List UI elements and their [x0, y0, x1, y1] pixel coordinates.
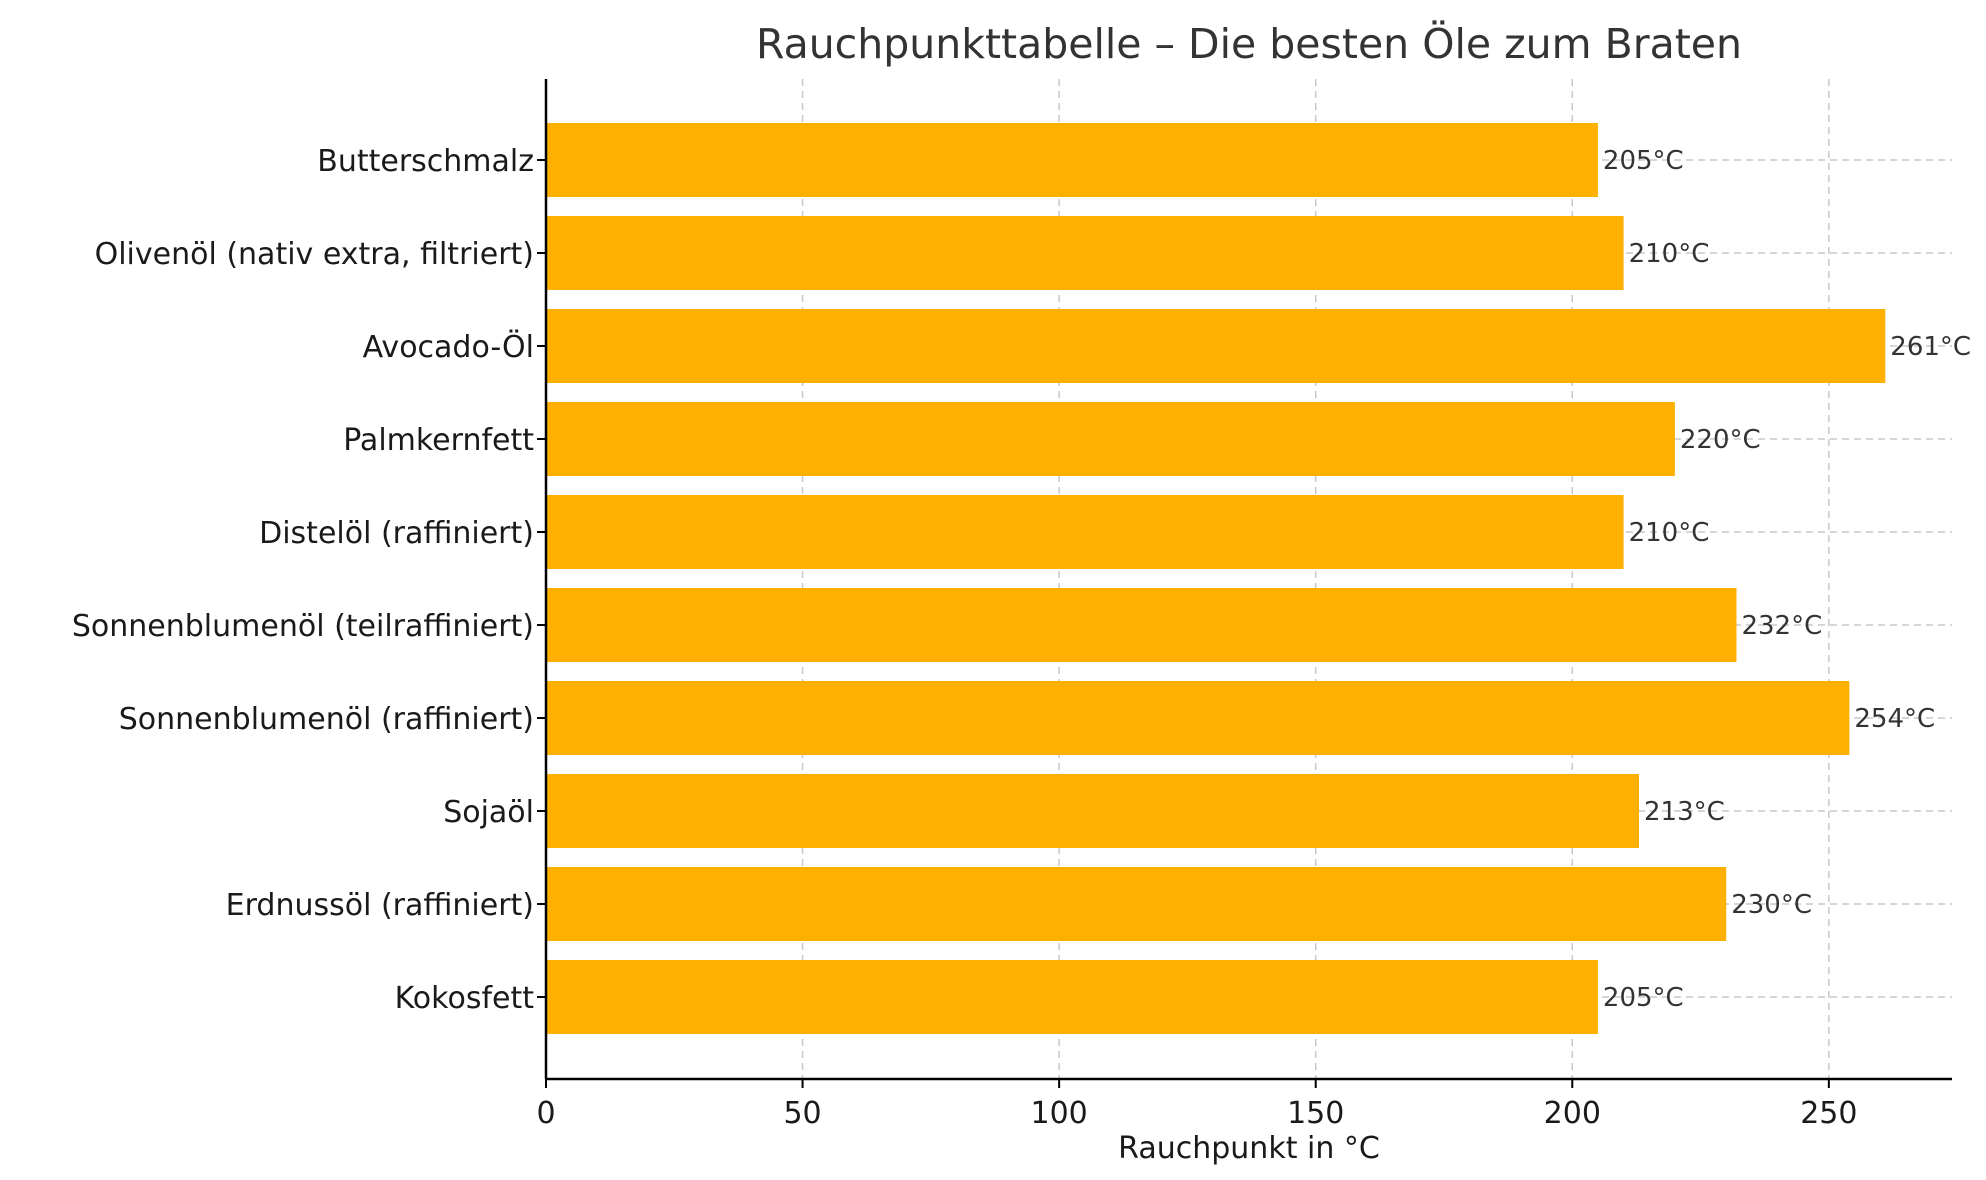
bar [546, 681, 1850, 755]
bar-value-label: 210°C [1629, 518, 1710, 548]
chart-title: Rauchpunkttabelle – Die besten Öle zum B… [756, 20, 1742, 68]
category-label: Erdnussöl (raffiniert) [226, 888, 534, 923]
bar-value-label: 213°C [1644, 797, 1725, 827]
x-tick-label: 150 [1287, 1096, 1344, 1131]
bar [546, 495, 1624, 569]
category-label: Sojaöl [443, 795, 534, 830]
bar [546, 309, 1886, 383]
bar-value-label: 210°C [1629, 239, 1710, 269]
bar-value-label: 205°C [1603, 146, 1684, 176]
x-axis-title: Rauchpunkt in °C [1118, 1131, 1380, 1166]
bar-value-label: 261°C [1890, 332, 1971, 362]
category-label: Sonnenblumenöl (raffiniert) [119, 702, 534, 737]
x-tick-label: 250 [1800, 1096, 1857, 1131]
data-labels: 205°C 210°C 261°C 220°C 210°C 232°C 254°C 213°C… [1603, 146, 1971, 1013]
bar [546, 588, 1737, 662]
x-tick-label: 50 [783, 1096, 821, 1131]
bar-value-label: 220°C [1680, 425, 1761, 455]
category-label: Kokosfett [395, 981, 535, 1016]
bar [546, 867, 1727, 941]
bar-value-label: 230°C [1731, 890, 1812, 920]
bar [546, 216, 1624, 290]
bars [546, 123, 1886, 1034]
bar [546, 960, 1598, 1034]
category-label: Avocado-Öl [363, 329, 534, 365]
x-tick-label: 200 [1544, 1096, 1601, 1131]
bar [546, 774, 1639, 848]
category-label: Olivenöl (nativ extra, filtriert) [95, 237, 534, 272]
category-label: Butterschmalz [317, 144, 534, 179]
category-labels: Butterschmalz Olivenöl (nativ extra, filt… [72, 144, 534, 1016]
bar-value-label: 205°C [1603, 983, 1684, 1013]
bar-value-label: 232°C [1741, 611, 1822, 641]
x-tick-label: 0 [536, 1096, 555, 1131]
bar-value-label: 254°C [1854, 704, 1935, 734]
category-label: Palmkernfett [343, 423, 534, 458]
bar [546, 123, 1598, 197]
bar [546, 402, 1675, 476]
category-label: Distelöl (raffiniert) [259, 516, 534, 551]
category-label: Sonnenblumenöl (teilraffiniert) [72, 609, 534, 644]
x-tick-label: 100 [1031, 1096, 1088, 1131]
x-axis-ticks: 0 50 100 150 200 250 [536, 159, 1857, 1131]
